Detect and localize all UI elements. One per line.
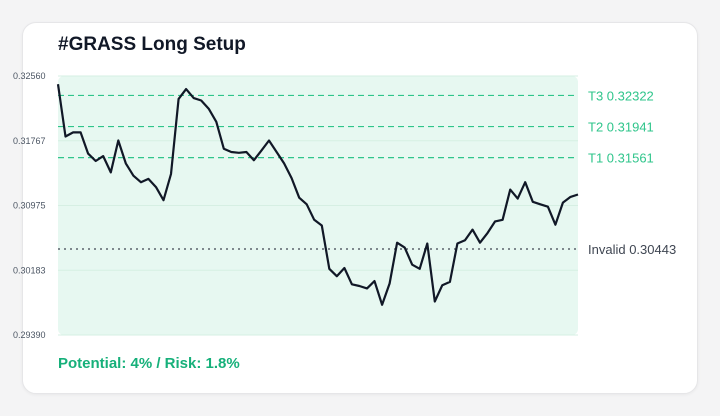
y-tick-label: 0.30975 [13, 201, 46, 211]
y-axis-ticks: 0.32560 0.31767 0.30975 0.30183 0.29390 [13, 71, 46, 340]
potential-risk-text: Potential: 4% / Risk: 1.8% [58, 355, 240, 372]
y-tick-label: 0.30183 [13, 265, 46, 275]
y-tick-label: 0.31767 [13, 136, 46, 146]
level-label-t2: T2 0.31941 [588, 120, 654, 135]
chart-title: #GRASS Long Setup [58, 34, 246, 55]
level-label-t1: T1 0.31561 [588, 151, 654, 166]
level-label-invalid: Invalid 0.30443 [588, 242, 676, 257]
y-tick-label: 0.32560 [13, 71, 46, 81]
levels: T3 0.32322 T2 0.31941 T1 0.31561 Invalid 0.… [58, 88, 676, 257]
price-line [56, 84, 579, 306]
level-label-t3: T3 0.32322 [588, 88, 654, 103]
y-tick-label: 0.29390 [13, 330, 46, 340]
grid [58, 75, 578, 336]
